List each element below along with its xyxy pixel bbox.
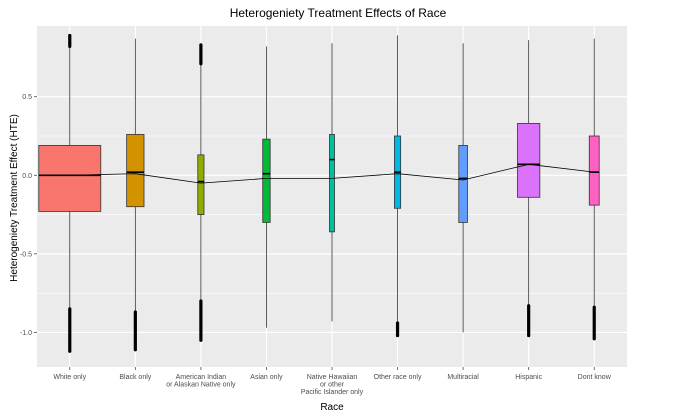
x-tick-label: Other race only [374,374,422,381]
y-tick-label: -1.0 [20,330,32,337]
box-6 [394,35,402,338]
x-tick-label: Hispanic [515,374,542,381]
box-3 [197,43,205,342]
mean-line [69,163,595,184]
x-tick-label-line: White only [53,374,86,381]
x-tick-label-line: or other [320,382,345,389]
y-tick-label: 0.0 [22,173,32,180]
x-tick-label-line: Black only [119,374,151,381]
box-rect [38,145,102,212]
box-rect [588,135,600,206]
chart-title: Heterogeniety Treatment Effects of Race [230,6,447,20]
x-tick-label-line: Dont know [578,374,612,381]
box-rect [329,134,335,233]
x-tick-label: White only [53,374,86,381]
x-tick-label-line: Pacific Islander only [301,389,364,396]
box-rect [517,123,541,198]
x-tick-label: Dont know [578,374,612,381]
x-tick-label-line: Hispanic [515,374,542,381]
box-rect [458,145,468,223]
x-tick-label: Native Hawaiian or other Pacific Islander … [301,374,364,396]
x-tick-label-line: or Alaskan Native only [166,382,236,389]
box-rect [126,134,145,208]
y-tick-label: 0.5 [22,94,32,101]
x-tick-label-line: Asian only [250,374,283,381]
box-5 [329,43,335,322]
x-tick-label-line: Other race only [374,374,422,381]
y-tick-label: -0.5 [20,251,32,258]
box-8 [517,40,541,338]
box-1 [38,33,102,353]
x-tick-label: Black only [119,374,151,381]
x-tick-label: Multiracial [447,374,479,381]
x-axis-title: Race [320,402,344,413]
x-tick-label-line: Native Hawaiian [307,374,358,381]
box-rect [262,138,271,223]
box-rect [197,154,205,215]
box-9 [588,38,600,341]
x-tick-label-line: American Indian [176,374,227,381]
x-tick-label-line: Multiracial [447,374,479,381]
box-7 [458,43,468,333]
plot-area: 0.5 0.0 -0.5 -1.0 White only Black only Americ… [20,26,627,396]
box-2 [126,38,145,352]
x-tick-label: Asian only [250,374,283,381]
y-axis-title: Heterogeniety Treatment Effect (HTE) [9,114,20,282]
box-4 [262,46,271,328]
x-tick-label: American Indian or Alaskan Native only [166,374,236,389]
